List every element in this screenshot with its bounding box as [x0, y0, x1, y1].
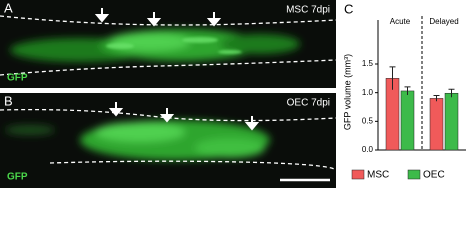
panel-letter: C: [344, 1, 353, 16]
legend-label: MSC: [367, 170, 389, 181]
y-tick-label: 1.0: [362, 88, 374, 97]
y-tick-label: 1.5: [362, 59, 374, 68]
bar: [400, 90, 415, 151]
y-axis-label: GFP volume (mm³): [342, 54, 352, 130]
legend-label: OEC: [423, 170, 445, 181]
bar: [444, 92, 459, 151]
category-label: Acute: [390, 17, 411, 26]
panel-letter: B: [4, 93, 13, 108]
panel-label: MSC 7dpi: [286, 5, 330, 16]
error-bar: [404, 86, 411, 95]
category-label: Delayed: [429, 17, 458, 26]
panel-label: OEC 7dpi: [287, 98, 330, 109]
stain-label: GFP: [7, 73, 28, 84]
error-bar: [448, 88, 455, 98]
y-tick-label: 0.5: [362, 116, 374, 125]
error-bar: [433, 95, 440, 102]
y-tick-label: 0.0: [362, 145, 374, 154]
panel-a: A MSC 7dpi GFP: [0, 0, 337, 88]
chart: C GFP volume (mm³) 0.0 0.5 1.0 1.5 Acute Dela…: [342, 1, 466, 181]
panel-b: B OEC 7dpi GFP: [0, 93, 337, 188]
gfp-signal: [5, 120, 270, 160]
legend-swatch: [351, 169, 365, 180]
bar: [429, 98, 444, 151]
stain-label: GFP: [7, 172, 28, 183]
figure: A MSC 7dpi GFP B OEC 7dpi GFP C GFP volu…: [0, 0, 466, 188]
panel-letter: A: [4, 0, 13, 15]
page: A MSC 7dpi GFP B OEC 7dpi GFP C GFP volu…: [0, 0, 466, 188]
legend-swatch: [407, 169, 421, 180]
error-bar: [389, 66, 396, 90]
